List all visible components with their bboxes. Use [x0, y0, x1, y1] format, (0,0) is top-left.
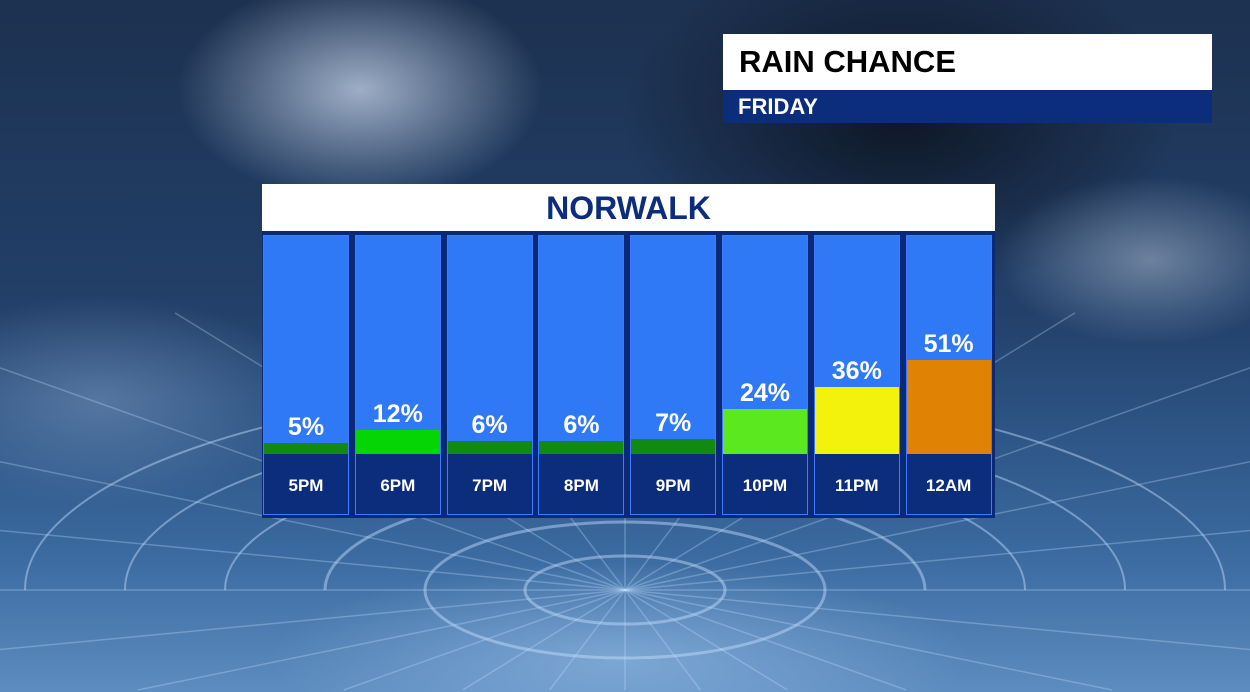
chart-title: NORWALK [262, 184, 995, 231]
bar-value-label: 7% [655, 409, 692, 438]
bar [631, 439, 716, 454]
radar-spoke [0, 529, 626, 591]
time-label: 5PM [264, 454, 348, 514]
bar-value-label: 6% [563, 411, 600, 440]
bar [355, 430, 440, 454]
bar [814, 387, 899, 454]
time-label: 9PM [631, 454, 716, 514]
bar-column: 6% 8PM [538, 235, 625, 515]
bar-value-label: 51% [923, 330, 974, 359]
radar-spoke [624, 589, 1113, 691]
bar-columns: 5% 5PM 12% 6PM 6% 7PM 6% 8PM 7% 9PM 24% 10PM 36% 11PM… [262, 231, 995, 518]
radar-spoke [0, 460, 626, 591]
radar-spoke [0, 589, 626, 651]
time-label: 8PM [539, 454, 624, 514]
bar-value-label: 12% [372, 400, 423, 429]
radar-spoke [462, 589, 626, 691]
bar-value-label: 24% [739, 378, 791, 407]
bar-column: 12% 6PM [354, 235, 441, 515]
title: RAIN CHANCE [723, 34, 1212, 90]
bar [539, 441, 624, 454]
bar-column: 5% 5PM [263, 235, 349, 515]
radar-spoke [137, 589, 626, 691]
radar-spoke [624, 529, 1250, 591]
radar-spoke [624, 589, 907, 691]
bar [447, 441, 532, 454]
time-label: 10PM [723, 454, 807, 514]
bar-value-label: 36% [831, 357, 882, 386]
radar-ring [523, 554, 727, 626]
radar-ring [423, 520, 827, 660]
bar [906, 360, 991, 454]
bar-value-label: 5% [287, 413, 325, 441]
bar-column: 51% 12AM [905, 235, 992, 515]
time-label: 6PM [355, 454, 440, 514]
title-box: RAIN CHANCE FRIDAY [723, 34, 1212, 123]
bar-column: 36% 11PM [813, 235, 900, 515]
radar-spoke [624, 589, 701, 691]
radar-spoke [343, 589, 626, 691]
radar-spoke [624, 460, 1250, 591]
radar-spoke [549, 589, 626, 691]
rain-chance-chart: NORWALK 5% 5PM 12% 6PM 6% 7PM 6% 8PM 7% 9PM 24% 10P… [262, 184, 995, 518]
time-label: 12AM [906, 454, 991, 514]
time-label: 11PM [814, 454, 899, 514]
bar-column: 24% 10PM [722, 235, 808, 515]
bar [723, 408, 807, 454]
bar-value-label: 6% [471, 411, 508, 440]
bar-column: 6% 7PM [446, 235, 533, 515]
bar-column: 7% 9PM [630, 235, 717, 515]
radar-spoke [624, 589, 1250, 651]
subtitle-day: FRIDAY [723, 90, 1212, 123]
time-label: 7PM [447, 454, 532, 514]
radar-spoke [624, 589, 788, 691]
bar [264, 443, 348, 454]
